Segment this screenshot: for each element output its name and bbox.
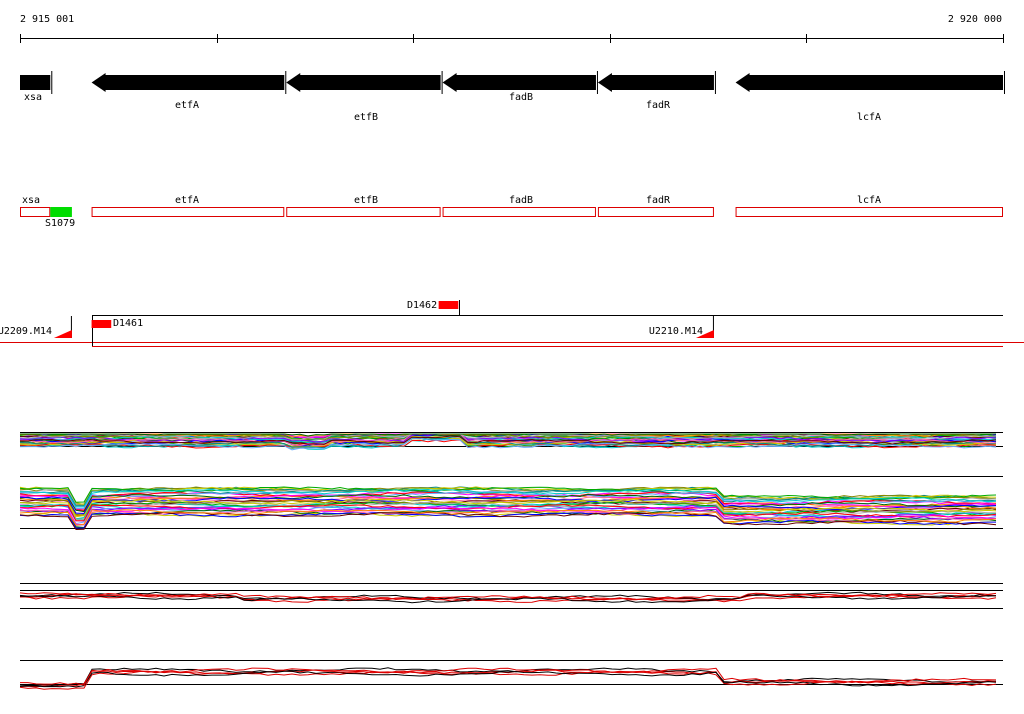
unit-end-wedge: [53, 330, 72, 338]
feature-s1079: [50, 207, 72, 217]
expression-panel-2-profile-line: [19, 493, 997, 510]
gene-arrow-fadb: [442, 73, 596, 92]
gene-arrow-lcfa: [735, 73, 1003, 92]
box-label-xsa: xsa: [22, 195, 41, 206]
gene-label-lcfa: lcfA: [856, 112, 882, 123]
summary-panel-1-profile-line: [19, 592, 997, 601]
marker-label-d1461: D1461: [113, 318, 144, 329]
expression-panel-1-profile-line: [19, 433, 997, 441]
unit-end-wedge: [695, 330, 714, 338]
summary-panel-2-profile-line: [19, 670, 997, 688]
ruler-start-label: 2 915 001: [20, 14, 75, 25]
summary-panel-2-profile-line: [19, 667, 997, 687]
box-label-fadr: fadR: [645, 195, 671, 206]
unit-label-u2210: U2210.M14: [648, 326, 703, 337]
gene-arrow-xsa: [20, 75, 51, 90]
expression-panel-1-profile-line: [19, 435, 997, 445]
annotation-box-etfb: [286, 207, 441, 217]
expression-panel-1-profile-line: [19, 437, 997, 451]
feature-label-s1079: S1079: [45, 218, 76, 229]
box-label-fadb: fadB: [508, 195, 534, 206]
gene-label-fadb: fadB: [508, 92, 534, 103]
summary-panel-2-profile-line: [20, 667, 997, 686]
gene-arrow-etfa: [91, 73, 285, 92]
expression-panel-1-profile-line: [19, 433, 997, 446]
marker-d1462: [438, 301, 459, 309]
expression-panel-2-profile-line: [19, 498, 997, 518]
gene-label-xsa: xsa: [24, 92, 43, 103]
annotation-box-fadb: [442, 207, 596, 217]
expression-panel-2-profile-line: [19, 501, 997, 521]
ruler-end-label: 2 920 000: [947, 14, 1002, 25]
expression-panel-1-profile-line: [20, 433, 996, 437]
expression-panel-2-profile-line: [19, 509, 997, 526]
marker-d1461: [91, 320, 112, 328]
gene-arrow-fadr: [597, 73, 714, 92]
gene-label-etfb: etfB: [353, 112, 379, 123]
annotation-box-lcfa: [735, 207, 1003, 217]
summary-panel-2-profile-line: [19, 670, 997, 690]
box-label-etfa: etfA: [174, 195, 200, 206]
box-label-lcfa: lcfA: [856, 195, 882, 206]
box-label-etfb: etfB: [353, 195, 379, 206]
expression-panel-2-profile-line: [19, 503, 997, 522]
gene-arrow-etfb: [286, 73, 441, 92]
expression-panel-2-profile-line: [19, 506, 997, 525]
gene-label-fadr: fadR: [645, 100, 671, 111]
expression-panel-2-profile-line: [19, 496, 997, 517]
unit-label-u2209: U2209.M14: [0, 326, 52, 337]
expression-panel-2-profile-line: [20, 488, 997, 508]
annotation-box-xsa: [20, 207, 51, 217]
marker-label-d1462: D1462: [407, 300, 438, 311]
annotation-box-etfa: [91, 207, 285, 217]
gene-label-etfa: etfA: [174, 100, 200, 111]
expression-panel-2-profile-line: [19, 501, 996, 520]
summary-panel-1-profile-line: [19, 594, 997, 604]
expression-panel-2-profile-line: [19, 509, 997, 526]
annotation-box-fadr: [597, 207, 714, 217]
expression-panel-2-profile-line: [19, 486, 997, 503]
